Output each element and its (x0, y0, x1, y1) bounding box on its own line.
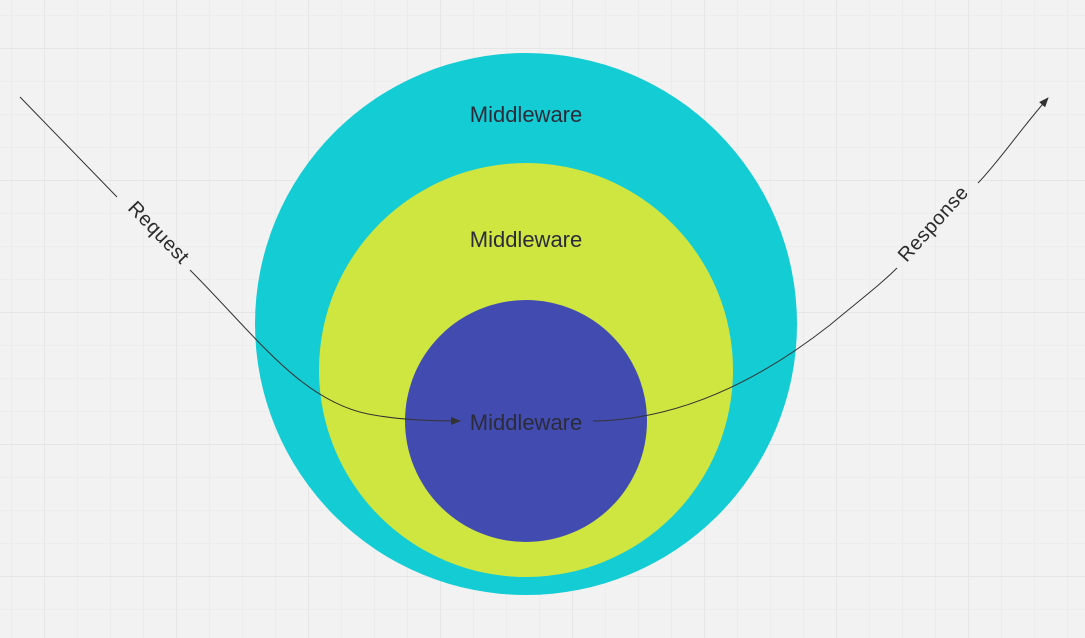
inner-middleware-circle (405, 300, 647, 542)
request-label: Request (123, 197, 193, 268)
middle-middleware-label: Middleware (470, 227, 583, 252)
inner-middleware-label: Middleware (470, 410, 583, 435)
request-arrow (19, 96, 460, 421)
response-label: Response (894, 182, 973, 267)
response-arrow (592, 98, 1048, 422)
outer-middleware-label: Middleware (470, 102, 583, 127)
